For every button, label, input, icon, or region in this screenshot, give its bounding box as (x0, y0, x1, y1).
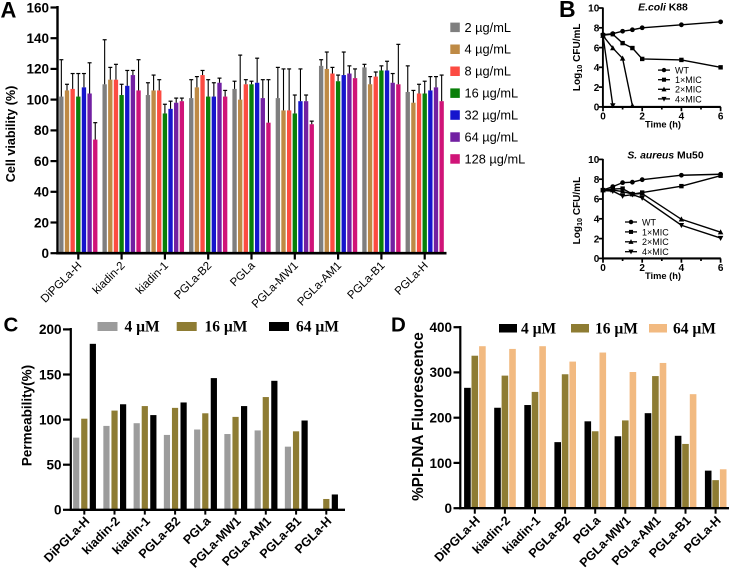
svg-text:PGLa: PGLa (228, 259, 258, 289)
svg-text:Time (h): Time (h) (645, 271, 681, 281)
svg-text:B: B (559, 0, 576, 22)
svg-text:100: 100 (26, 92, 49, 107)
svg-text:2: 2 (639, 112, 645, 123)
svg-text:10: 10 (588, 155, 600, 166)
svg-text:Permeability(%): Permeability(%) (20, 365, 35, 466)
svg-text:32 µg/mL: 32 µg/mL (465, 108, 519, 123)
svg-text:Log10 CFU/mL: Log10 CFU/mL (572, 24, 584, 92)
svg-text:kiadin-1: kiadin-1 (134, 260, 171, 297)
svg-text:S. aureus Mu50: S. aureus Mu50 (627, 151, 703, 162)
svg-text:PGLa-AM1: PGLa-AM1 (296, 260, 345, 309)
svg-text:4 µM: 4 µM (125, 319, 161, 336)
svg-text:1×MIC: 1×MIC (642, 227, 669, 237)
svg-text:0: 0 (54, 503, 62, 518)
svg-text:20: 20 (34, 215, 49, 230)
svg-text:DiPGLa-H: DiPGLa-H (41, 514, 92, 565)
svg-text:10: 10 (588, 4, 600, 15)
svg-text:4: 4 (594, 215, 600, 226)
svg-text:PGLa-H: PGLa-H (393, 260, 431, 298)
svg-text:4 µM: 4 µM (521, 321, 557, 338)
svg-text:4×MIC: 4×MIC (642, 247, 669, 257)
svg-text:16 µM: 16 µM (595, 321, 638, 338)
svg-text:%PI-DNA Fluorescence: %PI-DNA Fluorescence (410, 332, 427, 501)
svg-text:2: 2 (594, 83, 600, 94)
svg-text:300: 300 (429, 365, 452, 380)
svg-text:400: 400 (429, 320, 452, 335)
svg-text:2×MIC: 2×MIC (675, 85, 702, 95)
svg-text:PGLa-B1: PGLa-B1 (346, 260, 388, 302)
svg-text:0: 0 (594, 254, 600, 265)
svg-text:2×MIC: 2×MIC (642, 237, 669, 247)
svg-text:6: 6 (718, 263, 724, 274)
svg-text:200: 200 (39, 322, 62, 337)
svg-text:8: 8 (594, 175, 600, 186)
svg-text:0: 0 (444, 501, 452, 516)
svg-text:2: 2 (639, 263, 645, 274)
svg-text:64 µM: 64 µM (673, 321, 716, 338)
svg-text:50: 50 (46, 458, 61, 473)
svg-text:0: 0 (600, 263, 606, 274)
svg-text:140: 140 (26, 31, 49, 46)
svg-text:DiPGLa-H: DiPGLa-H (39, 260, 85, 306)
svg-text:16 µM: 16 µM (205, 319, 248, 336)
svg-text:64 µM: 64 µM (296, 319, 339, 336)
svg-text:0: 0 (600, 112, 606, 123)
svg-text:16 µg/mL: 16 µg/mL (465, 86, 519, 101)
svg-text:60: 60 (34, 154, 49, 169)
svg-text:WT: WT (642, 217, 656, 227)
svg-text:D: D (391, 314, 406, 337)
svg-text:4×MIC: 4×MIC (675, 94, 702, 104)
svg-text:2 µg/mL: 2 µg/mL (465, 20, 512, 35)
svg-text:Cell viability (%): Cell viability (%) (4, 86, 18, 183)
svg-text:2: 2 (594, 234, 600, 245)
svg-text:100: 100 (429, 456, 452, 471)
svg-text:0: 0 (41, 246, 49, 261)
svg-text:Log10 CFU/mL: Log10 CFU/mL (572, 177, 584, 245)
svg-text:PGLa-MW1: PGLa-MW1 (250, 260, 301, 311)
svg-text:6: 6 (718, 112, 724, 123)
svg-text:100: 100 (39, 412, 62, 427)
svg-text:4: 4 (679, 263, 685, 274)
svg-text:6: 6 (594, 195, 600, 206)
svg-text:40: 40 (34, 185, 49, 200)
svg-text:200: 200 (429, 411, 452, 426)
svg-text:Time (h): Time (h) (645, 120, 681, 130)
svg-text:8: 8 (594, 24, 600, 35)
svg-text:120: 120 (26, 62, 49, 77)
svg-text:A: A (1, 0, 17, 23)
svg-text:DiPGLa-H: DiPGLa-H (432, 513, 483, 564)
svg-text:E.coli K88: E.coli K88 (638, 2, 688, 13)
svg-text:64 µg/mL: 64 µg/mL (465, 130, 519, 145)
svg-text:4: 4 (679, 112, 685, 123)
svg-text:8 µg/mL: 8 µg/mL (465, 64, 512, 79)
svg-text:4 µg/mL: 4 µg/mL (465, 42, 512, 57)
svg-text:C: C (4, 314, 19, 337)
svg-text:1×MIC: 1×MIC (675, 75, 702, 85)
svg-text:kiadin-2: kiadin-2 (91, 260, 128, 297)
svg-text:0: 0 (594, 103, 600, 114)
svg-text:150: 150 (39, 367, 62, 382)
svg-text:128 µg/mL: 128 µg/mL (465, 151, 526, 166)
svg-text:160: 160 (26, 0, 49, 15)
svg-text:80: 80 (34, 123, 49, 138)
svg-text:4: 4 (594, 63, 600, 74)
svg-text:PGLa-B2: PGLa-B2 (172, 260, 214, 302)
svg-text:WT: WT (675, 66, 689, 76)
svg-text:6: 6 (594, 43, 600, 54)
